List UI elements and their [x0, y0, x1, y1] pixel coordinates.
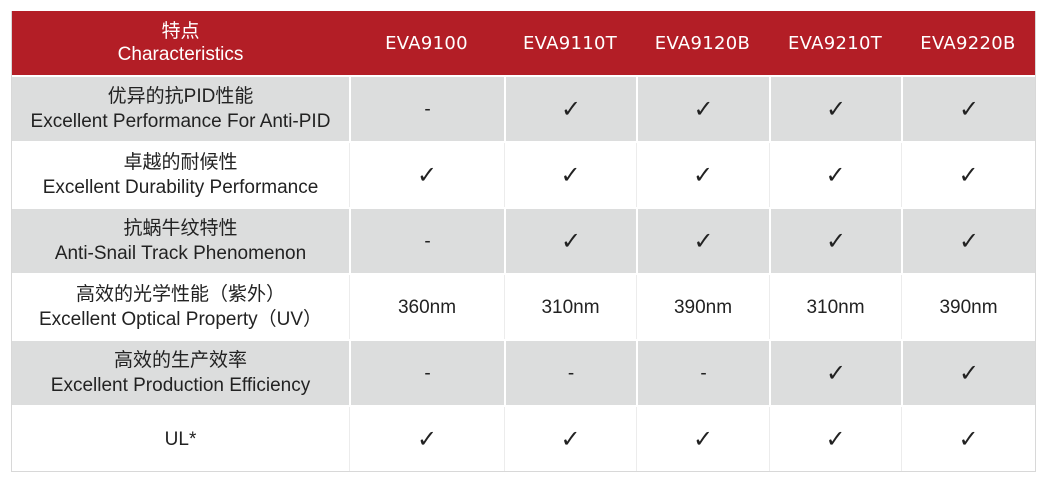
header-model: EVA9110T [504, 11, 636, 75]
checkmark-cell: ✓ [636, 209, 769, 273]
checkmark-cell: ✓ [349, 407, 504, 471]
characteristic-cell: 高效的生产效率 Excellent Production Efficiency [12, 341, 349, 405]
header-characteristics-en: Characteristics [117, 44, 244, 65]
characteristic-zh: 高效的光学性能（紫外） [75, 284, 285, 305]
characteristic-cell: 抗蜗牛纹特性 Anti-Snail Track Phenomenon [12, 209, 349, 273]
value-cell: 360nm [349, 275, 504, 339]
checkmark-cell: ✓ [504, 209, 636, 273]
checkmark-cell: ✓ [349, 143, 504, 207]
checkmark-cell: ✓ [504, 143, 636, 207]
header-model: EVA9120B [636, 11, 769, 75]
characteristic-en: Anti-Snail Track Phenomenon [54, 243, 307, 264]
characteristic-zh: 抗蜗牛纹特性 [123, 218, 238, 239]
characteristic-en: Excellent Optical Property（UV） [39, 309, 322, 330]
value-cell: - [349, 341, 504, 405]
value-cell: - [504, 341, 636, 405]
value-cell: - [349, 77, 504, 141]
header-characteristics: 特点 Characteristics [12, 11, 349, 75]
characteristic-en: UL* [164, 428, 197, 450]
checkmark-cell: ✓ [636, 77, 769, 141]
checkmark-cell: ✓ [636, 407, 769, 471]
checkmark-cell: ✓ [504, 77, 636, 141]
checkmark-cell: ✓ [769, 143, 901, 207]
characteristic-en: Excellent Durability Performance [42, 177, 319, 198]
characteristic-en: Excellent Performance For Anti-PID [30, 111, 331, 132]
checkmark-cell: ✓ [901, 407, 1035, 471]
characteristic-cell: 优异的抗PID性能 Excellent Performance For Anti-… [12, 77, 349, 141]
value-cell: 390nm [636, 275, 769, 339]
value-cell: 390nm [901, 275, 1035, 339]
header-characteristics-zh: 特点 [161, 21, 200, 42]
value-cell: - [349, 209, 504, 273]
value-cell: - [636, 341, 769, 405]
checkmark-cell: ✓ [769, 407, 901, 471]
header-model: EVA9220B [901, 11, 1035, 75]
checkmark-cell: ✓ [901, 77, 1035, 141]
checkmark-cell: ✓ [901, 341, 1035, 405]
characteristic-zh: 优异的抗PID性能 [107, 86, 254, 107]
characteristic-en: Excellent Production Efficiency [50, 375, 311, 396]
checkmark-cell: ✓ [769, 341, 901, 405]
characteristic-zh: 高效的生产效率 [113, 350, 247, 371]
characteristic-cell: 高效的光学性能（紫外） Excellent Optical Property（UV… [12, 275, 349, 339]
value-cell: 310nm [504, 275, 636, 339]
checkmark-cell: ✓ [901, 209, 1035, 273]
characteristic-cell: 卓越的耐候性 Excellent Durability Performance [12, 143, 349, 207]
characteristics-table: 特点 Characteristics EVA9100 EVA9110T EVA9… [11, 11, 1036, 472]
header-model: EVA9210T [769, 11, 901, 75]
header-model: EVA9100 [349, 11, 504, 75]
value-cell: 310nm [769, 275, 901, 339]
characteristic-zh: 卓越的耐候性 [123, 152, 238, 173]
characteristic-cell: UL* [12, 407, 349, 471]
checkmark-cell: ✓ [504, 407, 636, 471]
checkmark-cell: ✓ [769, 77, 901, 141]
checkmark-cell: ✓ [769, 209, 901, 273]
checkmark-cell: ✓ [901, 143, 1035, 207]
checkmark-cell: ✓ [636, 143, 769, 207]
